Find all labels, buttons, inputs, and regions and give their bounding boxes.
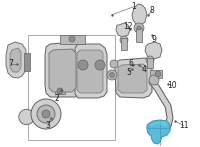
- Text: 1: 1: [132, 2, 136, 11]
- Polygon shape: [45, 42, 82, 97]
- Bar: [60, 35, 85, 44]
- Bar: [24, 53, 30, 71]
- Circle shape: [42, 110, 50, 118]
- Circle shape: [31, 99, 61, 129]
- Text: 9: 9: [152, 35, 156, 44]
- Circle shape: [107, 70, 117, 80]
- Circle shape: [155, 71, 161, 77]
- Text: 6: 6: [129, 59, 133, 68]
- Circle shape: [110, 60, 118, 68]
- Text: 3: 3: [46, 121, 50, 130]
- Circle shape: [149, 75, 159, 85]
- Polygon shape: [116, 23, 130, 37]
- Text: 11: 11: [179, 121, 189, 130]
- Text: 8: 8: [150, 6, 154, 15]
- Bar: [28, 35, 115, 140]
- Polygon shape: [118, 64, 147, 93]
- Circle shape: [120, 36, 128, 44]
- Polygon shape: [49, 49, 76, 92]
- Text: 4: 4: [142, 65, 146, 74]
- Polygon shape: [150, 121, 167, 126]
- Polygon shape: [75, 44, 107, 98]
- Text: 10: 10: [167, 81, 177, 90]
- Polygon shape: [10, 48, 21, 72]
- Circle shape: [95, 60, 105, 70]
- Bar: [147, 58, 153, 68]
- Text: 5: 5: [127, 67, 131, 77]
- Circle shape: [146, 56, 154, 64]
- Circle shape: [19, 109, 34, 125]
- Polygon shape: [6, 42, 26, 78]
- Polygon shape: [145, 42, 162, 59]
- Circle shape: [110, 72, 115, 77]
- Polygon shape: [147, 120, 170, 144]
- Circle shape: [134, 23, 144, 33]
- Circle shape: [37, 105, 55, 123]
- Bar: [150, 70, 162, 78]
- Text: 12: 12: [123, 22, 132, 31]
- Circle shape: [69, 36, 75, 42]
- Polygon shape: [115, 58, 152, 98]
- Bar: [136, 28, 142, 42]
- Text: 2: 2: [55, 94, 59, 103]
- Circle shape: [137, 26, 141, 30]
- Polygon shape: [77, 50, 103, 93]
- Bar: [55, 88, 65, 94]
- Circle shape: [78, 60, 88, 70]
- Text: 7: 7: [9, 59, 13, 69]
- Bar: [121, 38, 127, 50]
- Polygon shape: [132, 4, 147, 25]
- Circle shape: [57, 88, 63, 94]
